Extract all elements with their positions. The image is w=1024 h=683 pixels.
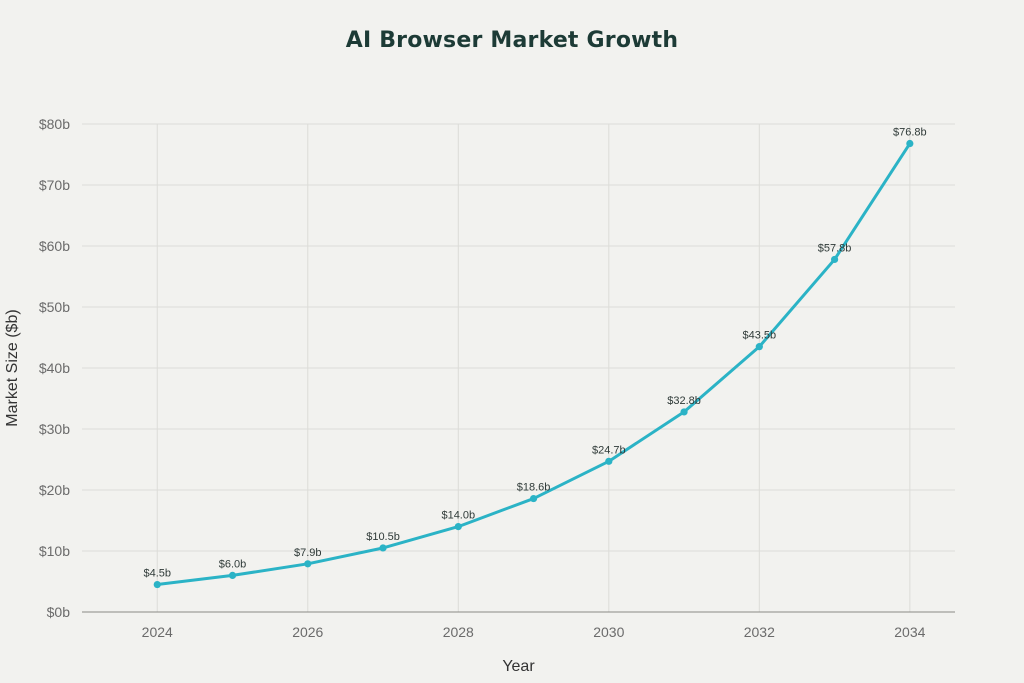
data-label: $6.0b (219, 558, 247, 570)
data-label: $76.8b (893, 127, 927, 139)
chart-title: AI Browser Market Growth (345, 28, 679, 53)
data-point (379, 544, 387, 552)
x-tick-label: 2030 (593, 624, 624, 640)
y-tick-label: $30b (39, 421, 70, 437)
data-point (153, 580, 161, 589)
data-label: $24.7b (592, 444, 626, 456)
data-label: $43.5b (742, 330, 776, 342)
y-tick-label: $80b (39, 116, 70, 132)
y-tick-label: $60b (39, 238, 70, 254)
data-label: $18.6b (517, 482, 551, 494)
y-tick-label: $50b (39, 299, 70, 315)
y-tick-label: $0b (47, 604, 71, 620)
data-point (529, 494, 538, 503)
series-layer (155, 142, 912, 587)
data-label: $7.9b (294, 547, 322, 559)
x-tick-labels: 2024 2026 2028 2030 2032 2034 (142, 624, 926, 640)
data-label: $57.8b (818, 242, 852, 254)
points-layer (153, 139, 914, 589)
x-axis-title: Year (502, 658, 535, 675)
data-label: $4.5b (143, 568, 171, 580)
y-tick-label: $70b (39, 177, 70, 193)
x-tick-label: 2028 (443, 624, 474, 640)
data-point (830, 255, 839, 264)
data-label: $32.8b (667, 395, 701, 407)
y-axis-title: Market Size ($b) (4, 309, 21, 426)
data-point (906, 139, 914, 148)
y-tick-label: $10b (39, 543, 70, 559)
horizontal-grid (82, 123, 955, 552)
x-tick-label: 2026 (292, 624, 323, 640)
y-tick-label: $20b (39, 482, 70, 498)
data-labels: $4.5b $6.0b $7.9b $10.5b $14.0b $18.6b $24.7b $… (143, 127, 926, 580)
x-tick-label: 2024 (142, 624, 173, 640)
data-label: $14.0b (441, 510, 475, 522)
data-point (680, 408, 688, 416)
y-tick-labels: $0b $10b $20b $30b $40b $50b $60b $70b $80b (39, 116, 70, 620)
data-point (304, 560, 312, 568)
data-point (228, 571, 237, 580)
data-label: $10.5b (366, 531, 400, 543)
y-tick-label: $40b (39, 360, 70, 376)
x-tick-label: 2032 (744, 624, 775, 640)
data-point (454, 523, 462, 531)
data-point (605, 457, 613, 465)
series-line (155, 142, 912, 587)
x-tick-label: 2034 (894, 624, 925, 640)
data-point (755, 343, 763, 351)
